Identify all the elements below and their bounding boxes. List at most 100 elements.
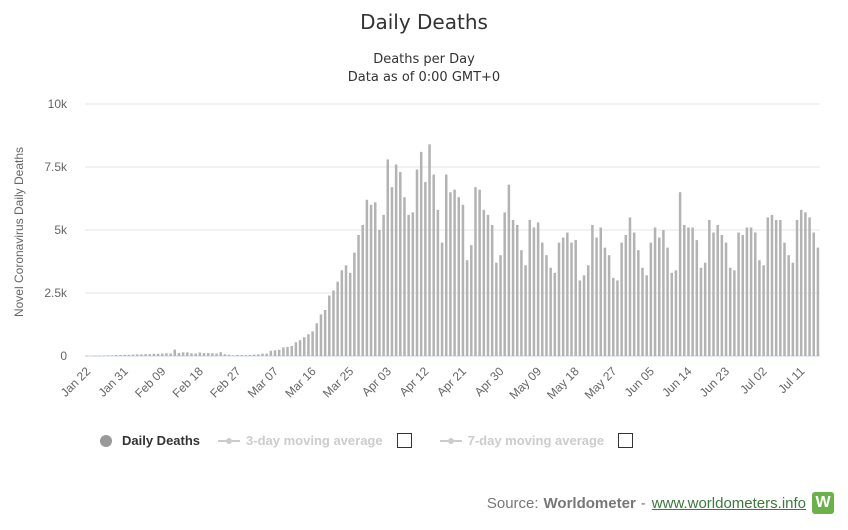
source-link[interactable]: www.worldometers.info	[651, 494, 806, 512]
bar[interactable]	[666, 247, 669, 356]
bar[interactable]	[336, 281, 339, 356]
bar[interactable]	[332, 290, 335, 356]
bar[interactable]	[123, 354, 126, 356]
bar[interactable]	[265, 353, 268, 356]
bar[interactable]	[653, 227, 657, 356]
bar[interactable]	[799, 209, 803, 356]
bar[interactable]	[474, 187, 477, 356]
worldometer-logo-icon[interactable]: W	[812, 492, 834, 514]
bar[interactable]	[545, 255, 548, 356]
bar[interactable]	[716, 224, 719, 356]
bar[interactable]	[348, 272, 352, 356]
bar[interactable]	[712, 232, 715, 356]
bar[interactable]	[470, 245, 473, 356]
bar[interactable]	[440, 242, 444, 356]
bar[interactable]	[478, 189, 481, 356]
bar[interactable]	[244, 355, 248, 356]
bar[interactable]	[724, 242, 728, 356]
bar[interactable]	[403, 197, 406, 356]
bar[interactable]	[198, 352, 202, 357]
bar[interactable]	[503, 212, 506, 356]
bar[interactable]	[532, 227, 536, 356]
bar[interactable]	[206, 353, 210, 356]
bar[interactable]	[286, 346, 289, 356]
bar[interactable]	[657, 237, 661, 356]
bar[interactable]	[190, 353, 193, 356]
bar[interactable]	[520, 250, 523, 356]
bar[interactable]	[169, 353, 172, 356]
bar[interactable]	[378, 230, 381, 356]
bar[interactable]	[115, 355, 118, 356]
bar[interactable]	[804, 212, 807, 356]
bar[interactable]	[181, 352, 185, 356]
bar[interactable]	[628, 217, 632, 356]
bar[interactable]	[670, 272, 673, 356]
bar[interactable]	[261, 353, 264, 356]
bar[interactable]	[140, 354, 143, 356]
bar[interactable]	[194, 353, 197, 356]
bar[interactable]	[344, 265, 348, 356]
bar[interactable]	[499, 255, 502, 356]
bar[interactable]	[482, 209, 486, 356]
bar[interactable]	[586, 265, 590, 356]
bar[interactable]	[770, 214, 774, 356]
bar[interactable]	[219, 352, 222, 356]
bar[interactable]	[156, 353, 160, 356]
bar[interactable]	[323, 310, 327, 356]
bar[interactable]	[553, 272, 557, 356]
bar[interactable]	[495, 262, 498, 356]
bar[interactable]	[808, 217, 811, 356]
bar[interactable]	[436, 209, 440, 356]
bar[interactable]	[328, 295, 331, 356]
legend-daily-deaths[interactable]: Daily Deaths	[100, 433, 200, 448]
bar[interactable]	[816, 247, 820, 356]
bar[interactable]	[353, 252, 356, 356]
bar[interactable]	[490, 224, 494, 356]
bar[interactable]	[632, 232, 636, 356]
bar[interactable]	[165, 353, 168, 356]
bar[interactable]	[394, 164, 398, 356]
bar[interactable]	[269, 350, 273, 356]
bar[interactable]	[720, 235, 724, 356]
bar[interactable]	[273, 350, 277, 356]
bar[interactable]	[779, 219, 782, 356]
bar[interactable]	[691, 227, 694, 356]
bar[interactable]	[311, 331, 314, 356]
bar[interactable]	[774, 219, 778, 356]
bar[interactable]	[399, 172, 402, 356]
bar[interactable]	[373, 202, 377, 356]
bar[interactable]	[428, 144, 431, 356]
bar[interactable]	[549, 267, 552, 356]
bar[interactable]	[390, 187, 394, 356]
bar[interactable]	[620, 242, 623, 356]
bar[interactable]	[419, 151, 423, 356]
bar[interactable]	[645, 275, 648, 356]
bar[interactable]	[365, 199, 369, 356]
bar[interactable]	[282, 347, 285, 356]
bar[interactable]	[791, 262, 795, 356]
bar[interactable]	[110, 355, 114, 356]
bar[interactable]	[536, 222, 540, 356]
bar[interactable]	[186, 352, 189, 356]
bar[interactable]	[624, 235, 628, 356]
bar[interactable]	[361, 224, 364, 356]
bar[interactable]	[444, 174, 448, 356]
bar[interactable]	[340, 270, 344, 356]
bar[interactable]	[202, 353, 206, 356]
bar[interactable]	[135, 354, 139, 356]
legend-3day-average[interactable]: 3-day moving average	[218, 433, 383, 448]
bar[interactable]	[595, 237, 598, 356]
bar[interactable]	[528, 219, 532, 356]
bar[interactable]	[574, 240, 577, 356]
bar[interactable]	[812, 232, 815, 356]
bar[interactable]	[662, 230, 665, 356]
bar[interactable]	[695, 240, 699, 356]
bar[interactable]	[649, 242, 653, 356]
bar[interactable]	[215, 353, 218, 356]
bar[interactable]	[566, 232, 569, 356]
bar[interactable]	[457, 197, 461, 356]
bar[interactable]	[211, 353, 214, 356]
bar[interactable]	[603, 247, 607, 356]
bar[interactable]	[449, 192, 452, 356]
bar[interactable]	[708, 219, 711, 356]
